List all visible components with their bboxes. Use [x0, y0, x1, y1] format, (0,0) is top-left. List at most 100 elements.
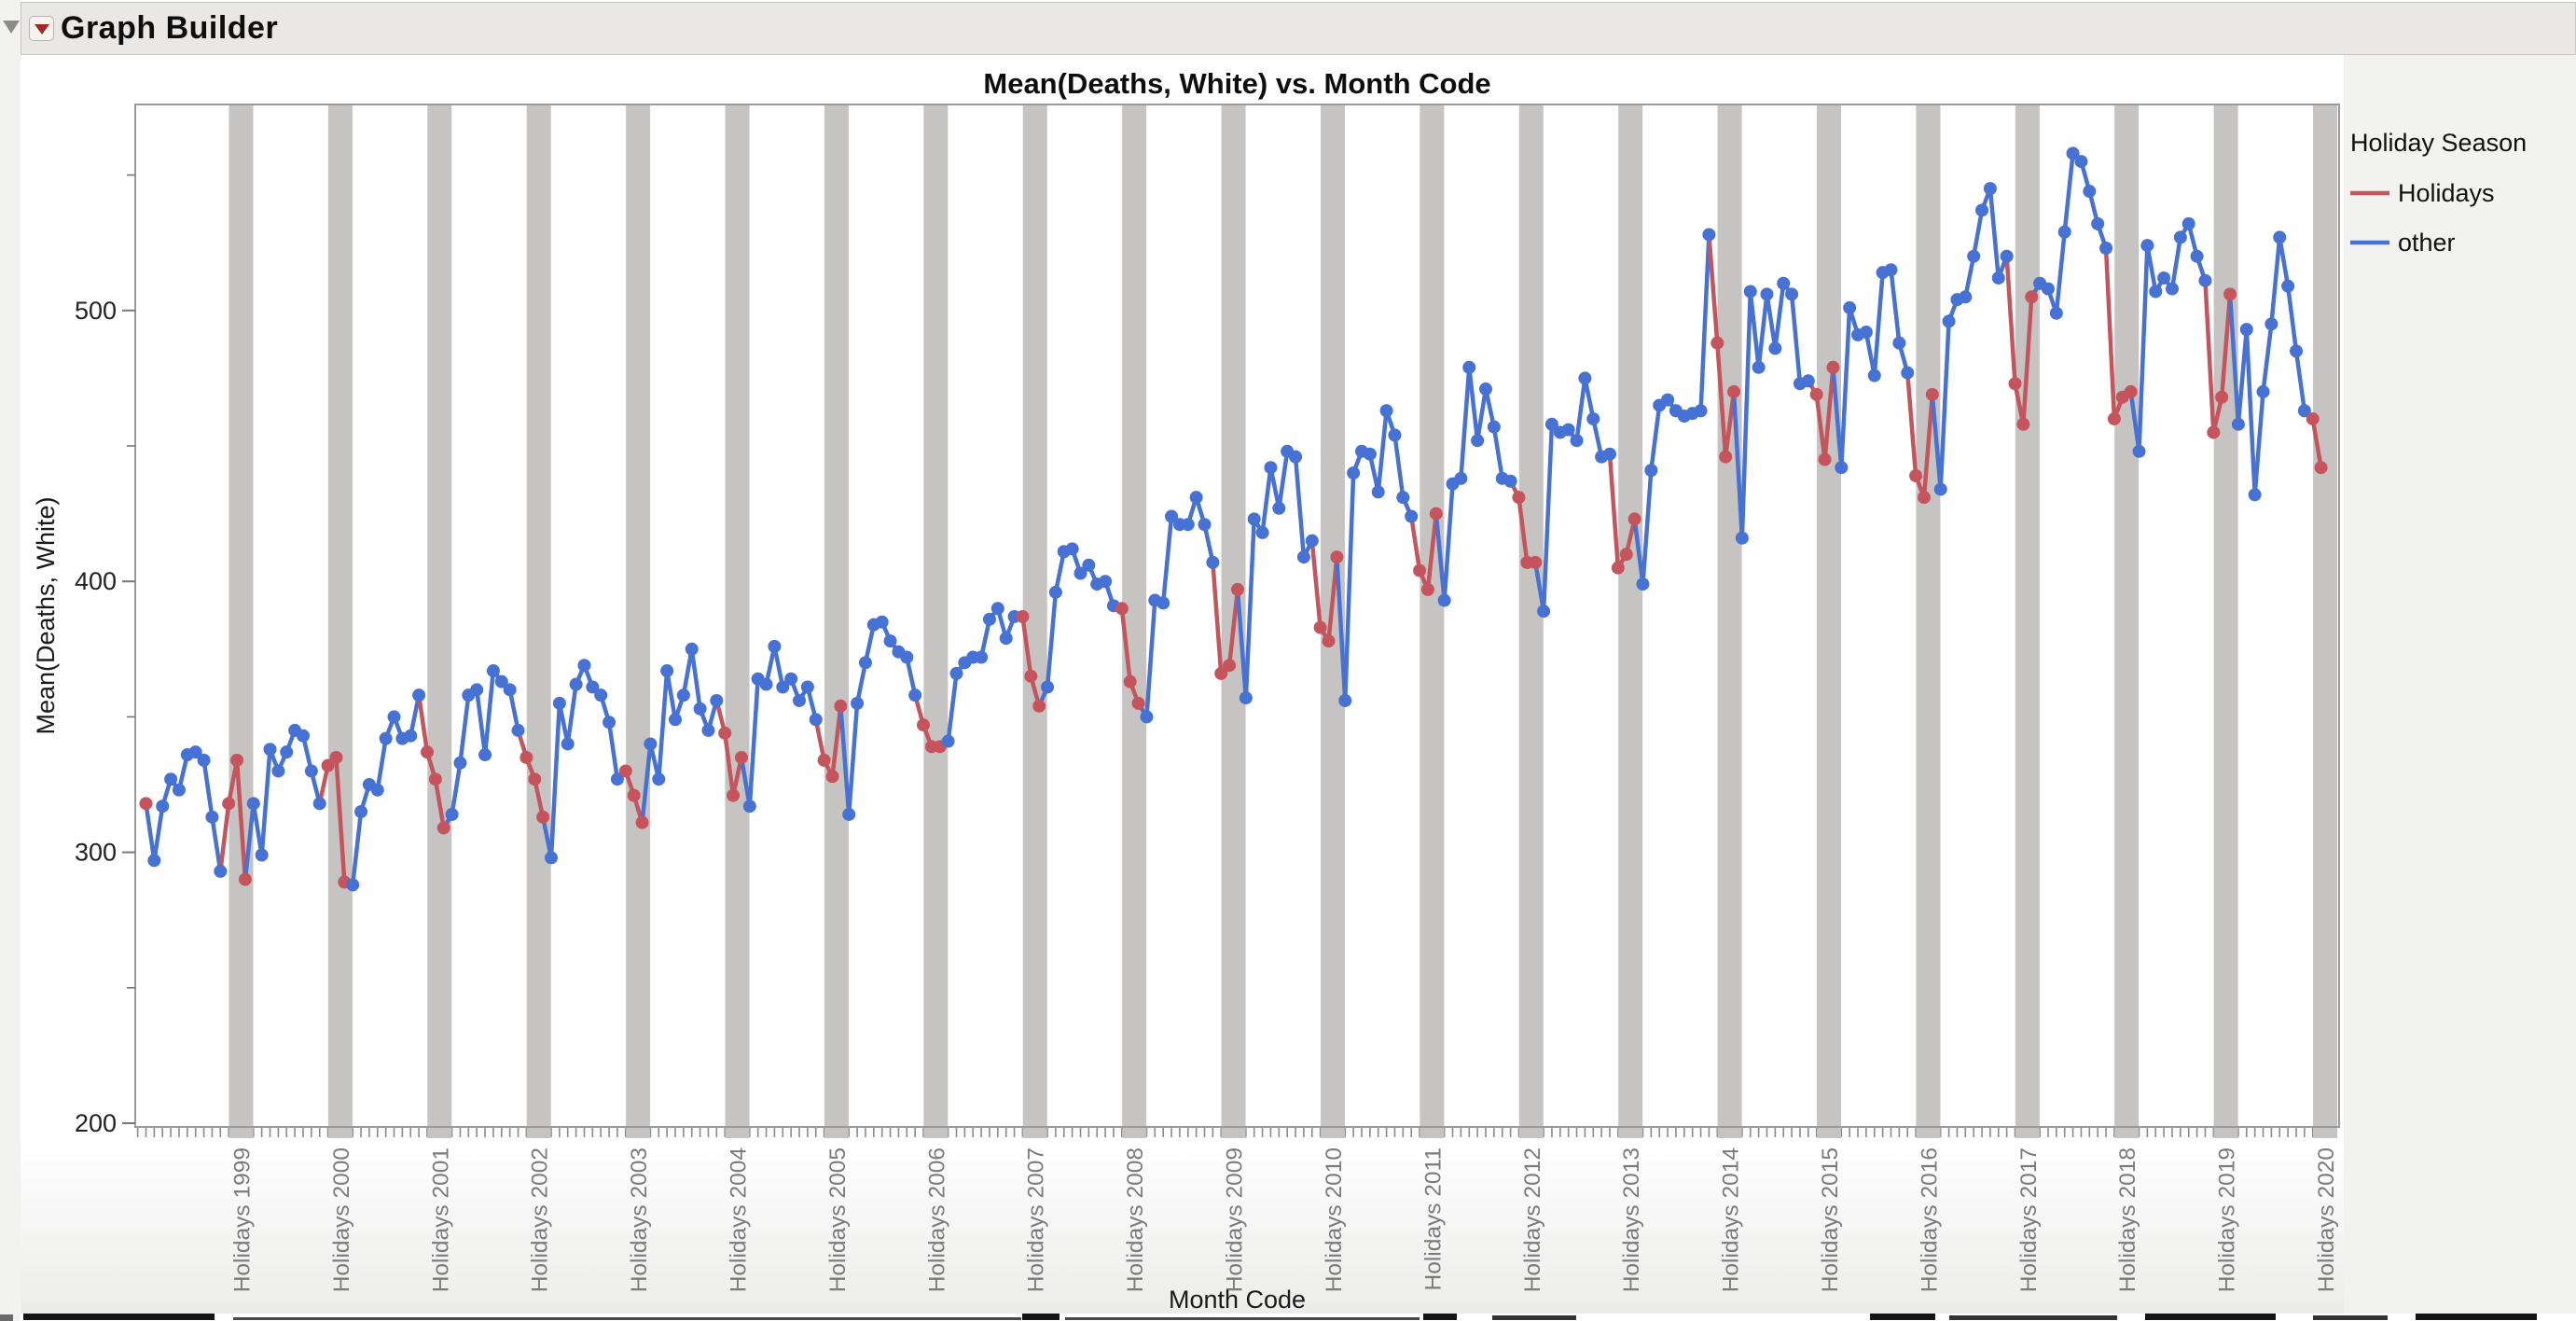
- data-point[interactable]: [975, 650, 989, 664]
- data-point[interactable]: [2289, 344, 2303, 358]
- data-point[interactable]: [1826, 360, 1840, 374]
- data-point[interactable]: [2107, 411, 2121, 425]
- data-point[interactable]: [917, 718, 931, 732]
- data-point[interactable]: [1405, 509, 1419, 523]
- data-point[interactable]: [2091, 216, 2105, 230]
- data-point[interactable]: [370, 783, 384, 797]
- data-point[interactable]: [1503, 474, 1517, 488]
- data-point[interactable]: [1843, 300, 1857, 314]
- data-point[interactable]: [1578, 371, 1592, 385]
- data-point[interactable]: [2124, 384, 2138, 398]
- data-point[interactable]: [1313, 620, 1327, 634]
- data-point[interactable]: [2132, 444, 2146, 458]
- data-point[interactable]: [321, 758, 335, 772]
- red-triangle-menu-button[interactable]: [29, 16, 54, 41]
- x-axis-tick-labels[interactable]: Holidays 1999 Holidays 2000 Holidays 2001 H…: [229, 1147, 2339, 1292]
- data-point[interactable]: [379, 731, 393, 745]
- data-point[interactable]: [768, 639, 782, 653]
- data-point[interactable]: [1743, 285, 1757, 299]
- data-point[interactable]: [1735, 531, 1749, 545]
- data-point[interactable]: [1016, 609, 1030, 623]
- data-point[interactable]: [710, 693, 724, 707]
- data-point[interactable]: [246, 797, 260, 811]
- x-tick-label[interactable]: Holidays 2008: [1123, 1147, 1148, 1292]
- x-tick-label[interactable]: Holidays 2016: [1917, 1147, 1942, 1292]
- data-point[interactable]: [676, 688, 690, 702]
- data-point[interactable]: [1818, 452, 1832, 466]
- series-points[interactable]: [139, 146, 2328, 892]
- data-point[interactable]: [519, 750, 533, 764]
- data-point[interactable]: [428, 772, 442, 786]
- report-title-bar[interactable]: Graph Builder: [21, 2, 2576, 55]
- data-point[interactable]: [809, 713, 823, 727]
- data-point[interactable]: [2049, 306, 2063, 320]
- data-point[interactable]: [1544, 417, 1558, 431]
- data-point[interactable]: [2314, 461, 2328, 475]
- x-tick-label[interactable]: Holidays 2018: [2115, 1147, 2140, 1292]
- data-point[interactable]: [486, 664, 500, 678]
- data-point[interactable]: [2008, 377, 2022, 391]
- data-point[interactable]: [1363, 447, 1377, 461]
- data-point[interactable]: [784, 672, 798, 686]
- data-point[interactable]: [1884, 263, 1898, 277]
- data-point[interactable]: [312, 797, 326, 811]
- data-point[interactable]: [420, 745, 434, 759]
- data-point[interactable]: [1727, 384, 1741, 398]
- data-point[interactable]: [280, 745, 294, 759]
- data-point[interactable]: [1140, 710, 1154, 724]
- data-point[interactable]: [1942, 314, 1956, 328]
- data-point[interactable]: [230, 753, 244, 767]
- data-point[interactable]: [1296, 550, 1310, 564]
- data-point[interactable]: [644, 737, 658, 751]
- y-tick-label[interactable]: 200: [75, 1109, 117, 1137]
- data-point[interactable]: [817, 753, 831, 767]
- data-point[interactable]: [2083, 185, 2097, 199]
- data-point[interactable]: [1330, 550, 1344, 564]
- data-point[interactable]: [139, 797, 153, 811]
- data-point[interactable]: [1420, 582, 1434, 596]
- data-point[interactable]: [164, 772, 178, 786]
- data-point[interactable]: [536, 810, 550, 824]
- data-point[interactable]: [1239, 691, 1253, 705]
- data-point[interactable]: [1454, 471, 1468, 485]
- x-tick-label[interactable]: Holidays 2013: [1619, 1147, 1644, 1292]
- data-point[interactable]: [2041, 282, 2055, 296]
- x-tick-label[interactable]: Holidays 2005: [825, 1147, 851, 1292]
- data-point[interactable]: [1255, 525, 1269, 539]
- data-point[interactable]: [1702, 228, 1716, 242]
- data-point[interactable]: [412, 688, 426, 702]
- data-point[interactable]: [1115, 602, 1129, 616]
- data-point[interactable]: [949, 666, 963, 680]
- data-point[interactable]: [1586, 411, 1600, 425]
- data-point[interactable]: [727, 788, 741, 802]
- data-point[interactable]: [908, 688, 922, 702]
- data-point[interactable]: [1198, 518, 1212, 532]
- x-tick-label[interactable]: Holidays 2019: [2215, 1147, 2240, 1292]
- data-point[interactable]: [685, 642, 699, 656]
- data-point[interactable]: [569, 677, 583, 691]
- data-point[interactable]: [404, 729, 418, 743]
- data-point[interactable]: [1570, 434, 1584, 448]
- data-point[interactable]: [1561, 423, 1575, 437]
- data-point[interactable]: [2273, 230, 2287, 244]
- data-point[interactable]: [594, 688, 608, 702]
- data-point[interactable]: [2231, 417, 2245, 431]
- data-point[interactable]: [552, 696, 566, 710]
- data-point[interactable]: [304, 764, 318, 778]
- x-tick-label[interactable]: Holidays 1999: [229, 1147, 255, 1292]
- data-point[interactable]: [2198, 273, 2212, 287]
- data-point[interactable]: [528, 772, 542, 786]
- data-point[interactable]: [329, 750, 343, 764]
- data-point[interactable]: [1347, 466, 1361, 480]
- data-point[interactable]: [1041, 680, 1055, 694]
- x-tick-label[interactable]: Holidays 2012: [1520, 1147, 1545, 1292]
- data-point[interactable]: [742, 800, 756, 813]
- x-tick-label[interactable]: Holidays 2017: [2016, 1147, 2042, 1292]
- data-point[interactable]: [1479, 382, 1493, 396]
- data-point[interactable]: [2157, 271, 2171, 285]
- legend-item-holidays[interactable]: Holidays: [2350, 179, 2495, 207]
- data-point[interactable]: [156, 800, 170, 813]
- data-point[interactable]: [1909, 468, 1923, 482]
- data-point[interactable]: [1264, 461, 1278, 475]
- x-tick-label[interactable]: Holidays 2003: [627, 1147, 652, 1292]
